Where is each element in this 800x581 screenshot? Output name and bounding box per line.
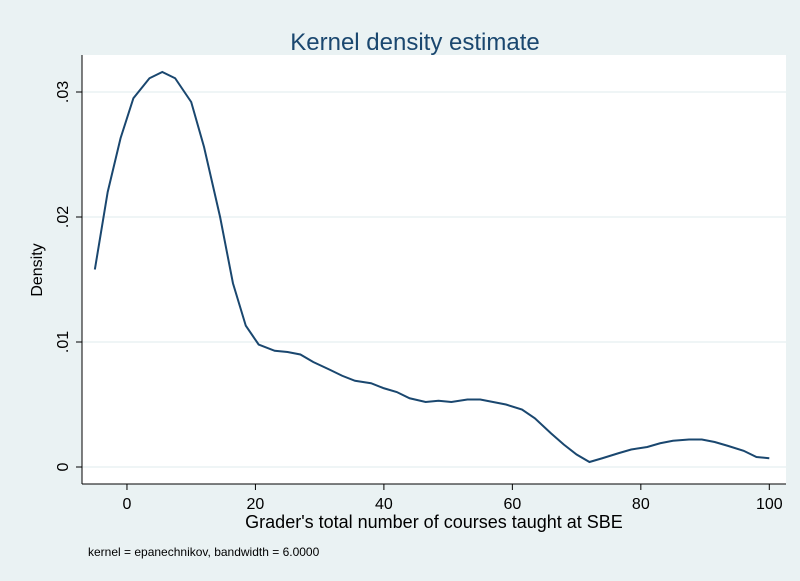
y-axis-label: Density (29, 243, 46, 296)
x-tick-label: 0 (123, 496, 132, 513)
chart-title: Kernel density estimate (290, 29, 539, 56)
x-tick-label: 20 (247, 496, 265, 513)
x-tick-label: 40 (375, 496, 393, 513)
x-axis-label: Grader's total number of courses taught … (245, 512, 623, 532)
density-line (93, 70, 770, 464)
y-tick-label: .01 (55, 331, 72, 353)
note: kernel = epanechnikov, bandwidth = 6.000… (88, 545, 320, 559)
y-tick-label: 0 (55, 462, 72, 471)
plot-area (82, 55, 786, 484)
x-tick-label: 60 (503, 496, 521, 513)
y-tick-label: .02 (55, 206, 72, 228)
y-tick-label: .03 (55, 81, 72, 103)
x-tick-label: 80 (632, 496, 650, 513)
x-tick-label: 100 (756, 496, 783, 513)
